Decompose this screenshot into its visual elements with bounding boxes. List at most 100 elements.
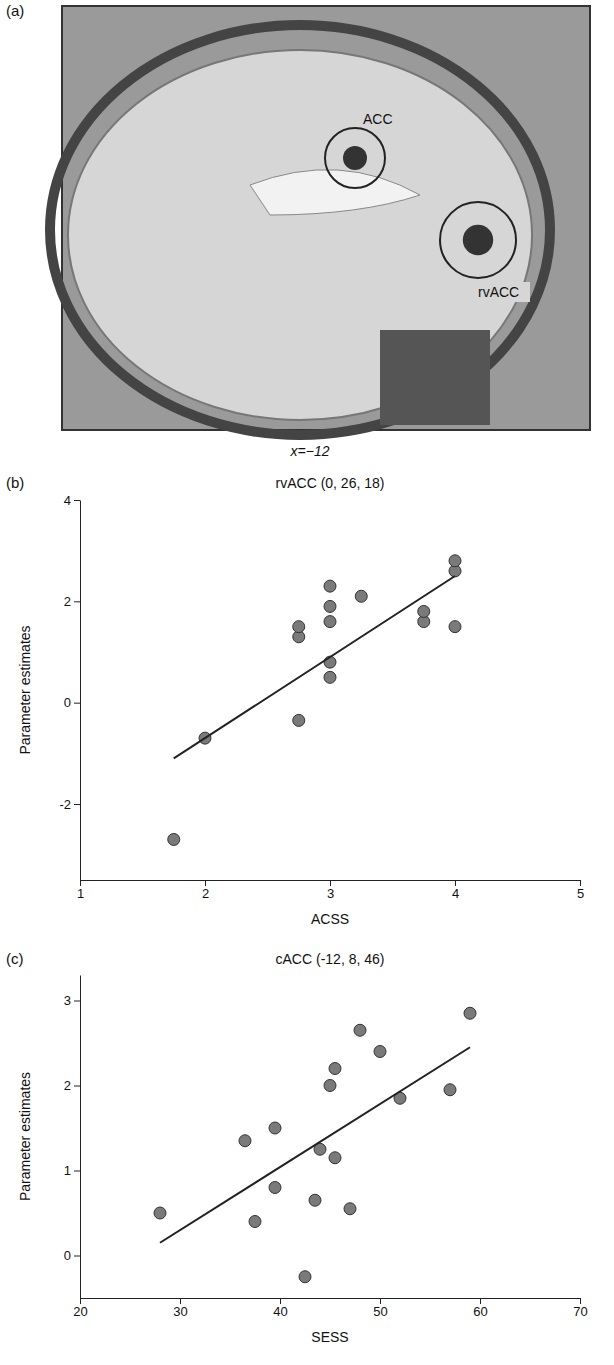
panel-label: (c) <box>6 950 24 967</box>
y-axis-title: Parameter estimates <box>17 625 33 754</box>
tick-label: 30 <box>173 1304 187 1319</box>
tick: 0 <box>64 695 80 710</box>
point <box>355 590 367 602</box>
x-axis: 20 30 40 50 60 70 <box>73 1298 587 1319</box>
tick-label: 2 <box>64 594 71 609</box>
chart-title: cACC (-12, 8, 46) <box>276 951 385 967</box>
tick-mark <box>74 1256 80 1257</box>
activation-blob <box>463 225 493 255</box>
tick-mark <box>74 703 80 704</box>
tick-mark <box>480 1298 481 1304</box>
caption: x=−12 <box>290 443 330 459</box>
tick: 50 <box>373 1298 387 1319</box>
point <box>324 616 336 628</box>
axis-line <box>80 501 81 881</box>
tick-mark <box>80 880 81 886</box>
tick-mark <box>580 880 581 886</box>
point <box>249 1216 261 1228</box>
tick: -2 <box>59 797 80 812</box>
activation-blob <box>343 146 367 170</box>
tick: 3 <box>327 880 334 901</box>
axis-line <box>80 976 81 1299</box>
plot-area <box>154 1007 476 1283</box>
point <box>324 580 336 592</box>
tick-label: 50 <box>373 1304 387 1319</box>
tick-label: -2 <box>59 797 71 812</box>
tick: 2 <box>64 594 80 609</box>
tick-mark <box>80 1298 81 1304</box>
tick-label: 5 <box>577 886 584 901</box>
panel-label: (b) <box>6 474 24 491</box>
y-axis: 0 1 2 3 <box>64 976 81 1299</box>
chart-title: rvACC (0, 26, 18) <box>276 475 385 491</box>
panel-label: (a) <box>6 2 24 19</box>
point <box>269 1122 281 1134</box>
point <box>239 1135 251 1147</box>
point <box>168 833 180 845</box>
label-patch <box>474 282 530 302</box>
x-axis: 1 2 3 4 5 <box>77 880 584 901</box>
tick-label: 1 <box>64 1163 71 1178</box>
point <box>299 1271 311 1283</box>
tick-label: 0 <box>64 1248 71 1263</box>
tick-label: 3 <box>64 993 71 1008</box>
tick-label: 3 <box>327 886 334 901</box>
figure: (a)ACCrvACCx=−12(b)rvACC (0, 26, 18)1234… <box>0 0 614 1365</box>
tick-mark <box>455 880 456 886</box>
point <box>269 1182 281 1194</box>
fit-line <box>160 1047 470 1243</box>
axis-line <box>81 1298 581 1299</box>
brainstem <box>380 330 490 425</box>
tick-mark <box>380 1298 381 1304</box>
point <box>418 605 430 617</box>
tick: 60 <box>473 1298 487 1319</box>
tick-label: 1 <box>77 886 84 901</box>
point <box>324 600 336 612</box>
tick: 2 <box>202 880 209 901</box>
point <box>329 1063 341 1075</box>
tick-label: 2 <box>202 886 209 901</box>
point <box>309 1194 321 1206</box>
point <box>293 714 305 726</box>
tick-mark <box>330 880 331 886</box>
tick-mark <box>74 1086 80 1087</box>
region-label: rvACC <box>478 284 519 300</box>
tick: 70 <box>573 1298 587 1319</box>
point <box>449 621 461 633</box>
region-circle <box>325 128 385 188</box>
tick-mark <box>74 500 80 501</box>
tick: 5 <box>577 880 584 901</box>
tick: 1 <box>77 880 84 901</box>
point <box>324 671 336 683</box>
plot-area <box>168 555 461 846</box>
tick-label: 4 <box>452 886 459 901</box>
y-axis: -2024 <box>59 493 80 881</box>
fit-line <box>174 576 455 758</box>
point <box>444 1084 456 1096</box>
tick-label: 40 <box>273 1304 287 1319</box>
point <box>324 1080 336 1092</box>
image-panel: (a)ACCrvACCx=−12 <box>6 2 590 459</box>
tick-mark <box>280 1298 281 1304</box>
tick-label: 20 <box>73 1304 87 1319</box>
point <box>449 555 461 567</box>
point <box>154 1207 166 1219</box>
tick-label: 70 <box>573 1304 587 1319</box>
x-axis-title: SESS <box>311 1329 348 1345</box>
point <box>293 621 305 633</box>
scatter-panel: (c) cACC (-12, 8, 46) 20 30 40 50 60 70 0 1 2 3 SESS… <box>6 950 588 1345</box>
point <box>344 1203 356 1215</box>
tick: 30 <box>173 1298 187 1319</box>
region-circle <box>440 202 516 278</box>
corpus-callosum <box>250 170 420 215</box>
tick-mark <box>205 880 206 886</box>
scatter-panel: (b)rvACC (0, 26, 18)12345-2024ACSSParame… <box>6 474 584 927</box>
tick-mark <box>74 601 80 602</box>
tick: 3 <box>64 993 80 1008</box>
tick-label: 60 <box>473 1304 487 1319</box>
point <box>354 1024 366 1036</box>
tick-label: 0 <box>64 695 71 710</box>
point <box>374 1046 386 1058</box>
tick: 2 <box>64 1078 80 1093</box>
tick: 0 <box>64 1248 80 1263</box>
